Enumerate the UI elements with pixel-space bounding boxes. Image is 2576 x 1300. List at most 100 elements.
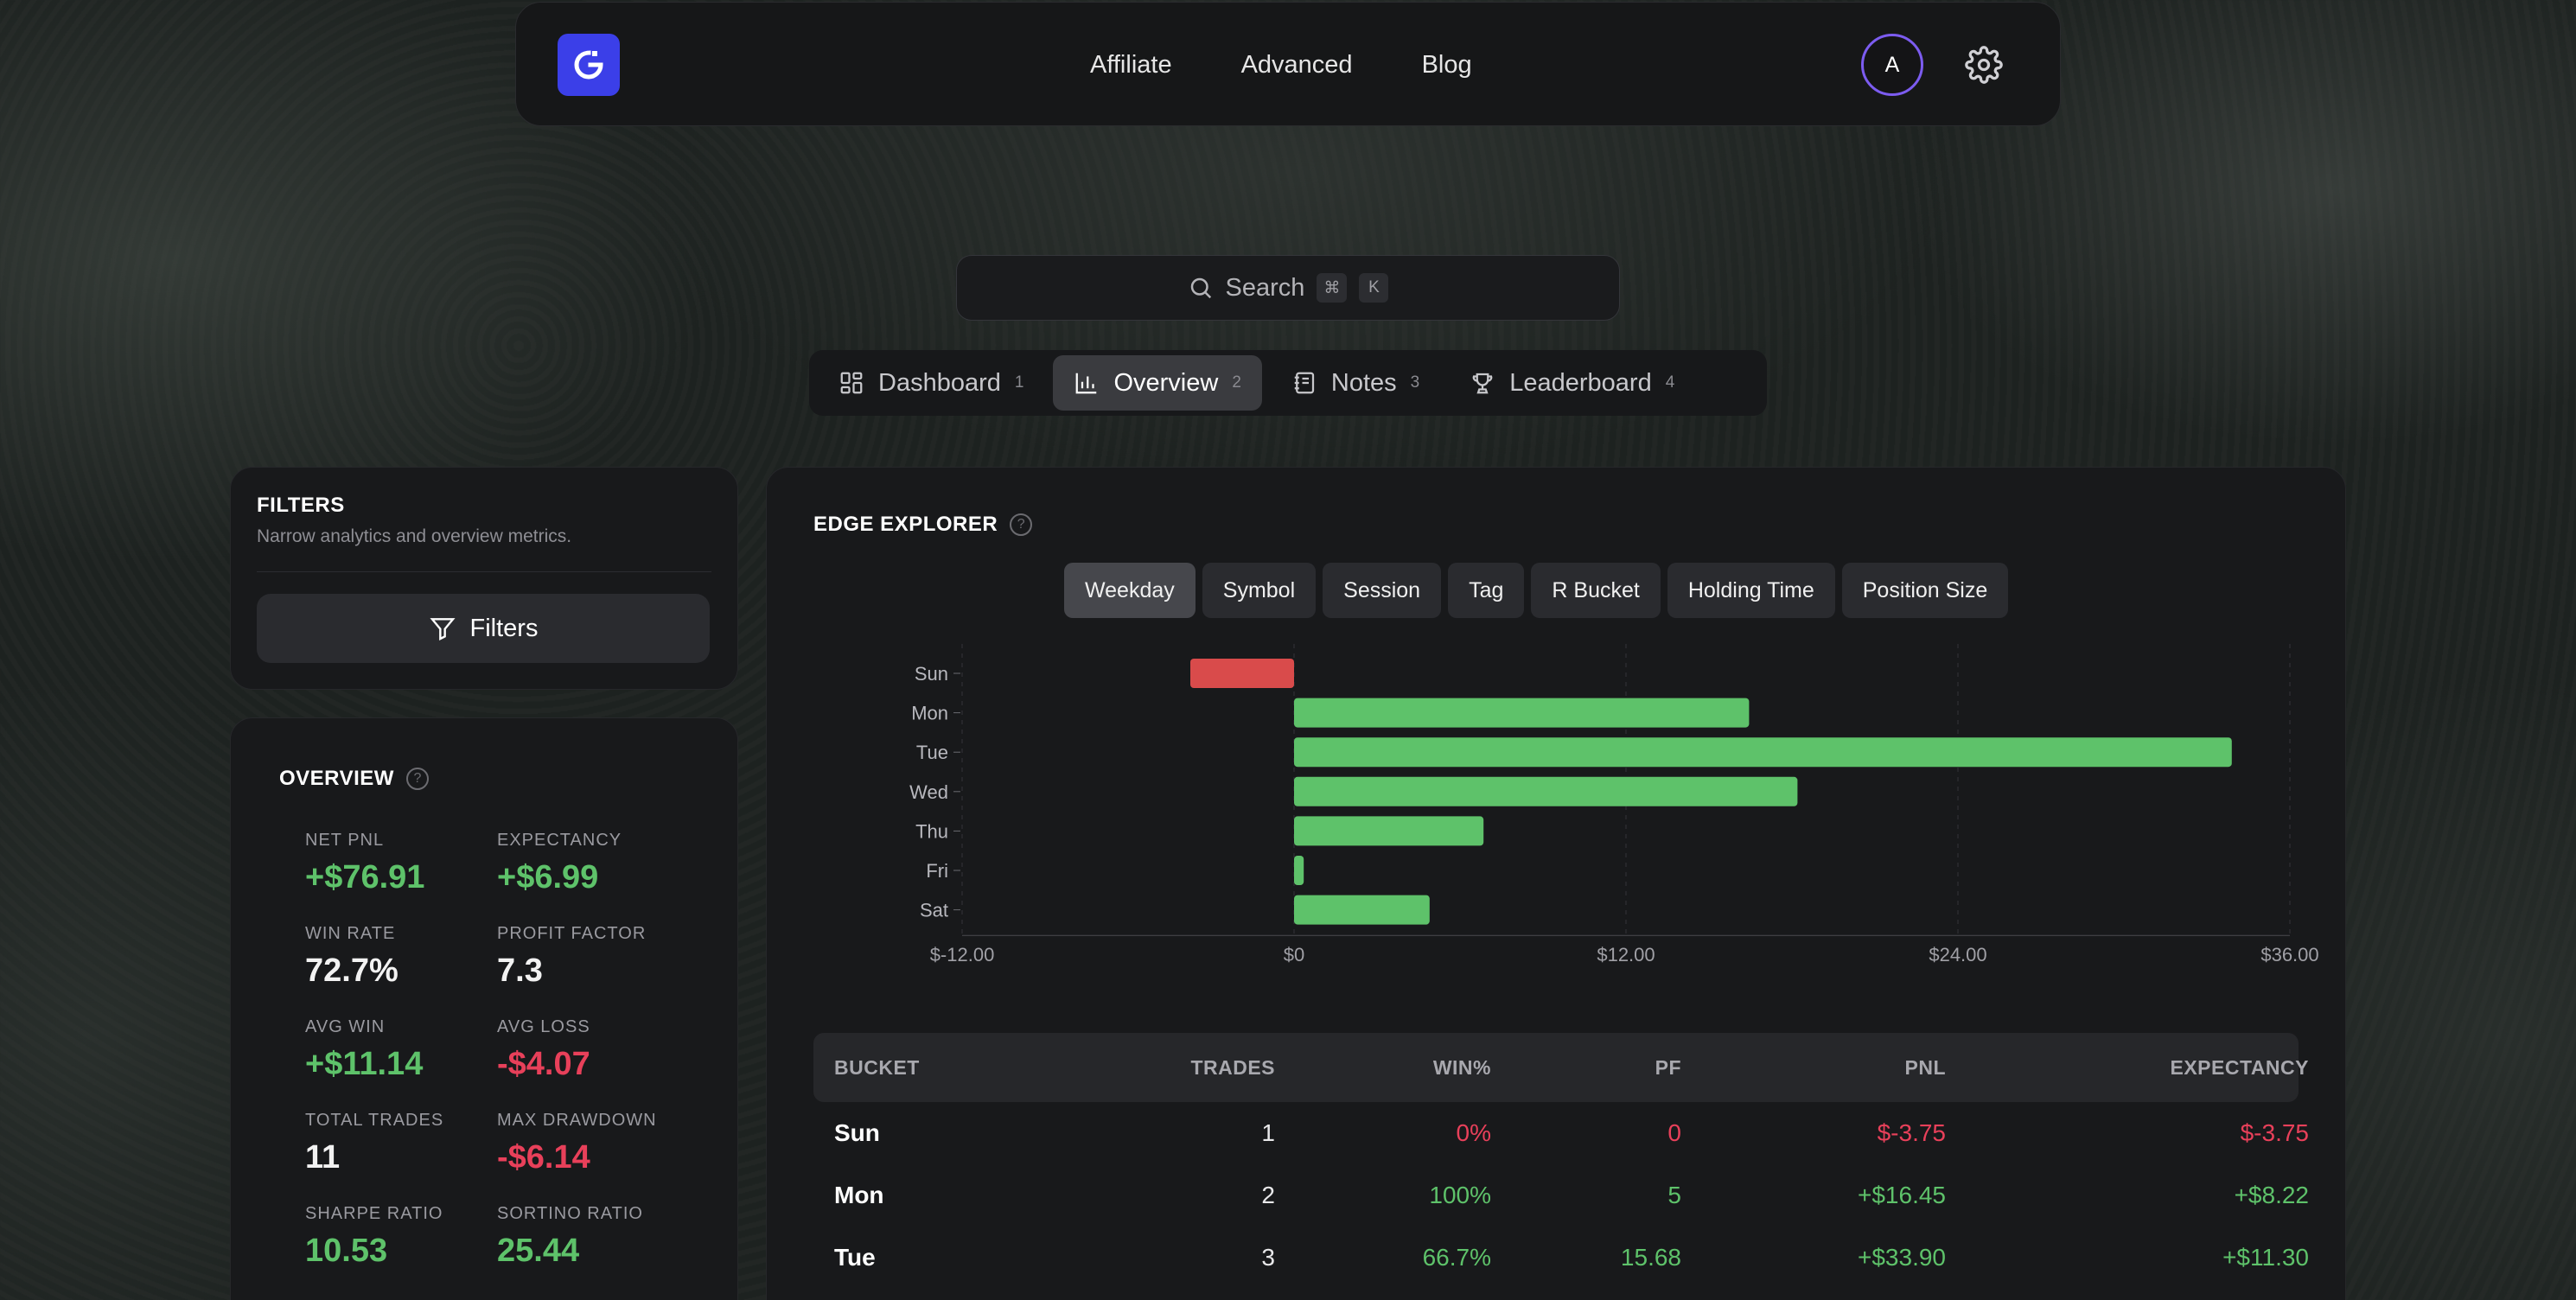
shortcut-cmd-key: ⌘ [1317, 273, 1348, 303]
pnl-cell: +$33.90 [1858, 1244, 1946, 1271]
nav-link-blog[interactable]: Blog [1421, 50, 1472, 79]
tab-dashboard[interactable]: Dashboard 1 [818, 355, 1044, 411]
bar-wed[interactable] [1294, 776, 1798, 806]
tab-overview[interactable]: Overview 2 [1053, 355, 1262, 411]
x-tick-label: $12.00 [1597, 944, 1655, 965]
bucket-table: BUCKET TRADES WIN% PF PNL EXPECTANCY Sun 1 0% 0 $… [813, 1033, 2309, 1289]
tab-shortcut-number: 4 [1665, 373, 1675, 392]
y-tick-label: Thu [915, 820, 948, 842]
metric-total-trades: TOTAL TRADES 11 [305, 1111, 497, 1176]
table-body: Sun 1 0% 0 $-3.75 $-3.75 Mon 2 100% 5 +$16.45 +$8.2… [813, 1102, 2309, 1289]
metric-max-drawdown: MAX DRAWDOWN -$6.14 [497, 1111, 689, 1176]
table-row[interactable]: Tue 3 66.7% 15.68 +$33.90 +$11.30 [813, 1227, 2309, 1289]
metric-profit-factor: PROFIT FACTOR 7.3 [497, 924, 689, 990]
pill-tag[interactable]: Tag [1448, 563, 1525, 618]
metric-label: SHARPE RATIO [305, 1204, 443, 1223]
pill-position-size[interactable]: Position Size [1841, 563, 2009, 618]
column-header-trades[interactable]: TRADES [1190, 1055, 1275, 1079]
funnel-icon [429, 618, 456, 640]
x-tick-label: $0 [1284, 944, 1304, 965]
tab-label: Overview [1113, 368, 1219, 397]
gear-icon[interactable] [1965, 46, 2003, 84]
pill-weekday[interactable]: Weekday [1064, 563, 1196, 618]
bar-sat[interactable] [1294, 895, 1430, 925]
metric-label: TOTAL TRADES [305, 1111, 444, 1130]
table-row[interactable]: Mon 2 100% 5 +$16.45 +$8.22 [813, 1164, 2309, 1227]
avatar[interactable]: A [1861, 34, 1923, 96]
overview-title: OVERVIEW [279, 767, 394, 790]
metric-label: EXPECTANCY [497, 831, 622, 850]
column-header-expectancy[interactable]: EXPECTANCY [2170, 1055, 2309, 1079]
overview-panel: OVERVIEW ? NET PNL +$76.91 EXPECTANCY +$6.9… [230, 717, 738, 1300]
bar-fri[interactable] [1294, 856, 1304, 885]
tab-label: Leaderboard [1509, 368, 1652, 397]
tab-shortcut-number: 3 [1410, 373, 1420, 392]
tab-shortcut-number: 2 [1232, 373, 1241, 392]
metric-label: AVG WIN [305, 1017, 386, 1036]
metric-value: 10.53 [305, 1233, 388, 1269]
grouping-pills: Weekday Symbol Session Tag R Bucket Holding T… [1064, 563, 2009, 618]
pill-symbol[interactable]: Symbol [1202, 563, 1317, 618]
metric-value: +$11.14 [305, 1046, 424, 1082]
tab-notes[interactable]: Notes 3 [1271, 355, 1440, 411]
filters-button[interactable]: Filters [257, 594, 710, 663]
bar-mon[interactable] [1294, 698, 1750, 728]
bucket-cell: Sun [834, 1119, 880, 1146]
metric-value: 72.7% [305, 953, 399, 989]
x-tick-label: $36.00 [2260, 944, 2318, 965]
filters-title: FILTERS [257, 494, 345, 517]
filters-subtitle: Narrow analytics and overview metrics. [257, 526, 572, 546]
bar-thu[interactable] [1294, 816, 1484, 846]
search-bar[interactable]: Search ⌘ K [956, 255, 1620, 321]
app-logo[interactable] [558, 34, 620, 96]
metric-label: AVG LOSS [497, 1017, 590, 1036]
x-tick-label: $24.00 [1929, 944, 1986, 965]
divider [257, 571, 711, 572]
pnl-cell: $-3.75 [1877, 1119, 1946, 1146]
y-tick-label: Tue [916, 742, 948, 763]
bucket-cell: Tue [834, 1244, 876, 1271]
column-header-bucket[interactable]: BUCKET [834, 1055, 920, 1079]
metric-net-pnl: NET PNL +$76.91 [305, 831, 497, 896]
nav-link-advanced[interactable]: Advanced [1240, 50, 1353, 79]
expectancy-cell: $-3.75 [2240, 1119, 2309, 1146]
profit-factor-cell: 0 [1667, 1119, 1681, 1146]
table-row[interactable]: Sun 1 0% 0 $-3.75 $-3.75 [813, 1102, 2309, 1164]
nav-link-affiliate[interactable]: Affiliate [1090, 50, 1172, 79]
help-icon[interactable]: ? [405, 768, 429, 790]
metric-label: WIN RATE [305, 924, 396, 943]
metric-label: NET PNL [305, 831, 385, 850]
bar-tue[interactable] [1294, 737, 2232, 768]
column-header-pnl[interactable]: PNL [1904, 1055, 1946, 1079]
tab-label: Dashboard [878, 368, 1001, 397]
metric-label: PROFIT FACTOR [497, 924, 647, 943]
trades-cell: 2 [1261, 1182, 1275, 1208]
trophy-icon [1472, 373, 1493, 394]
pnl-cell: +$16.45 [1858, 1182, 1946, 1208]
pill-r-bucket[interactable]: R Bucket [1531, 563, 1661, 618]
metric-value: 25.44 [497, 1233, 580, 1269]
tab-shortcut-number: 1 [1014, 373, 1024, 392]
profit-factor-cell: 15.68 [1620, 1244, 1681, 1271]
column-header-win[interactable]: WIN% [1432, 1055, 1491, 1079]
bar-sun[interactable] [1190, 659, 1294, 688]
tab-leaderboard[interactable]: Leaderboard 4 [1449, 355, 1695, 411]
pill-session[interactable]: Session [1323, 563, 1442, 618]
edge-explorer-title: EDGE EXPLORER [813, 513, 998, 536]
metric-value: 7.3 [497, 953, 543, 989]
metric-value: -$6.14 [497, 1139, 590, 1176]
column-header-pf[interactable]: PF [1655, 1055, 1681, 1079]
win-rate-cell: 66.7% [1422, 1244, 1491, 1271]
metrics-grid: NET PNL +$76.91 EXPECTANCY +$6.99 WIN RATE 72… [305, 831, 689, 1270]
help-icon[interactable]: ? [1010, 513, 1033, 536]
metric-avg-loss: AVG LOSS -$4.07 [497, 1017, 689, 1083]
metric-expectancy: EXPECTANCY +$6.99 [497, 831, 689, 896]
metric-win-rate: WIN RATE 72.7% [305, 924, 497, 990]
y-tick-label: Wed [909, 781, 948, 803]
metric-value: -$4.07 [497, 1046, 590, 1082]
weekday-pnl-chart: $-12.00 $0 $12.00 $24.00 $36.00 Sun Mon Tue Wed T… [909, 644, 2319, 965]
notebook-icon [1294, 372, 1315, 394]
pill-holding-time[interactable]: Holding Time [1667, 563, 1835, 618]
win-rate-cell: 0% [1456, 1119, 1491, 1146]
bucket-cell: Mon [834, 1182, 884, 1208]
